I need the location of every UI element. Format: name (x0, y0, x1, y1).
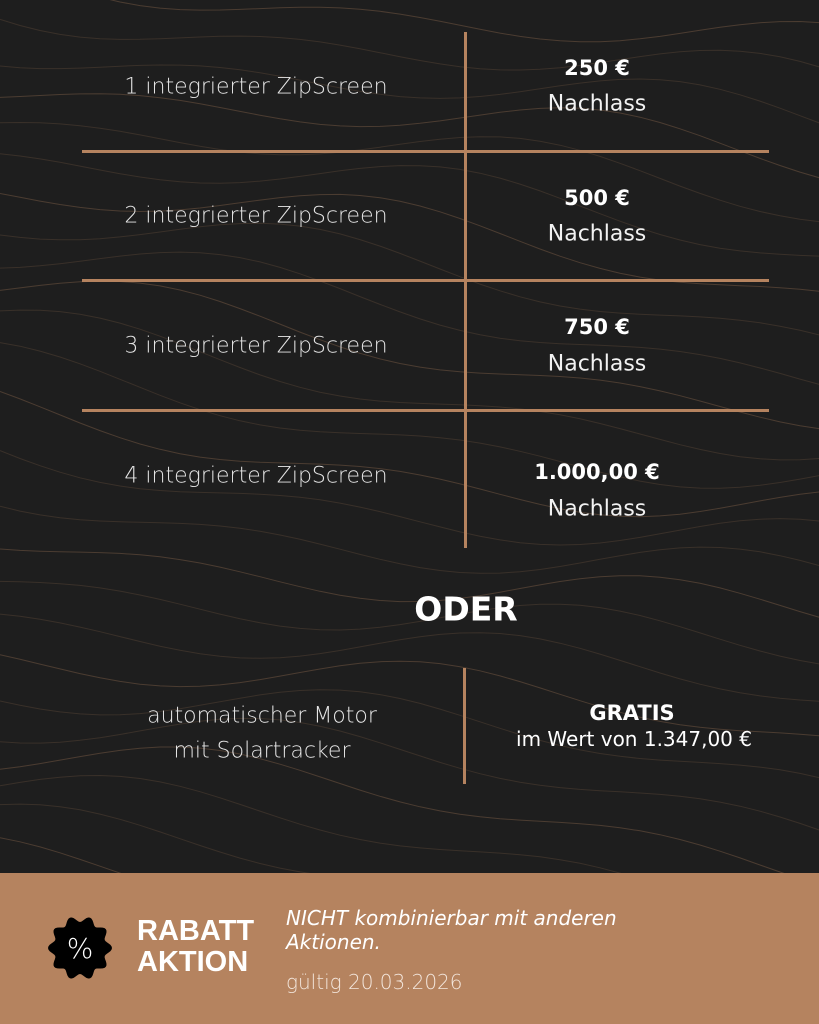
wave-line (0, 280, 819, 430)
promo-title-line1: RABATT (137, 915, 255, 947)
alternative-line1: automatischer Motor (147, 703, 377, 729)
wave-line (0, 342, 819, 489)
wave-line (0, 613, 819, 702)
wave-line (0, 153, 819, 257)
promo-title-line2: AKTION (137, 946, 249, 978)
percent-badge-icon: % (48, 917, 112, 979)
promo-title: RABATT AKTION (137, 916, 254, 978)
row-label: 3 integrierter ZipScreen (124, 333, 388, 359)
wave-line (0, 309, 819, 461)
wave-line (0, 18, 819, 71)
oder-separator: ODER (414, 589, 518, 629)
percent-symbol: % (67, 932, 94, 965)
wave-line (0, 774, 622, 873)
wave-line (0, 391, 819, 518)
column-divider (463, 668, 466, 784)
column-divider (464, 32, 467, 548)
wave-line (0, 251, 819, 385)
alternative-headline: GRATIS (589, 701, 675, 725)
wave-line (0, 803, 311, 873)
row-suffix: Nachlass (547, 221, 647, 247)
wave-line (0, 121, 819, 223)
wave-line (0, 548, 819, 618)
wave-line (0, 450, 819, 546)
wave-line (0, 689, 819, 779)
wave-line (0, 193, 819, 292)
row-suffix: Nachlass (547, 496, 647, 522)
row-label: 4 integrierter ZipScreen (124, 463, 388, 489)
wave-line (0, 505, 819, 574)
wave-pattern-background (0, 0, 819, 873)
row-suffix: Nachlass (547, 91, 647, 117)
promo-note: NICHT kombinierbar mit anderen Aktionen. (286, 906, 617, 954)
row-label: 2 integrierter ZipScreen (124, 203, 388, 229)
alternative-line2: mit Solartracker (173, 738, 351, 764)
row-suffix: Nachlass (547, 351, 647, 377)
alternative-value: im Wert von 1.347,00 € (516, 727, 752, 751)
row-divider (82, 279, 769, 282)
wave-line (109, 0, 819, 43)
wave-line (0, 222, 819, 336)
wave-line (0, 654, 819, 737)
row-amount: 250 € (564, 56, 630, 80)
wave-line (0, 580, 819, 665)
row-amount: 1.000,00 € (534, 460, 660, 484)
row-amount: 500 € (564, 186, 630, 210)
wave-line (0, 746, 785, 873)
promo-validity: gültig 20.03.2026 (286, 970, 463, 994)
wave-line (0, 837, 122, 873)
row-divider (82, 150, 769, 153)
footer-banner (0, 873, 819, 1024)
row-divider (82, 409, 769, 412)
wave-line (0, 64, 819, 124)
row-amount: 750 € (564, 315, 630, 339)
wave-line (0, 93, 819, 179)
wave-line (0, 717, 819, 831)
row-label: 1 integrierter ZipScreen (124, 74, 388, 100)
